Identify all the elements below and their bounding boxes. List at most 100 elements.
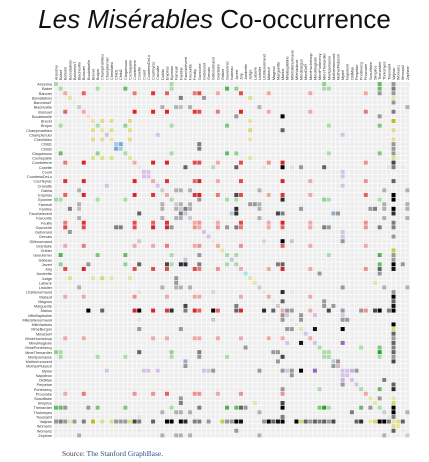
matrix-cell xyxy=(146,216,150,220)
matrix-cell xyxy=(54,258,58,262)
matrix-cell xyxy=(336,359,340,363)
matrix-cell xyxy=(146,373,150,377)
matrix-cell xyxy=(91,346,95,350)
matrix-cell xyxy=(387,258,391,262)
matrix-cell xyxy=(156,147,160,151)
matrix-cell xyxy=(86,309,90,313)
matrix-cell xyxy=(364,133,368,137)
matrix-cell xyxy=(396,165,400,169)
matrix-cell xyxy=(350,327,354,331)
matrix-cell xyxy=(299,174,303,178)
matrix-cell xyxy=(313,82,317,86)
matrix-cell xyxy=(68,332,72,336)
matrix-cell xyxy=(239,216,243,220)
matrix-cell xyxy=(234,142,238,146)
matrix-cell xyxy=(405,355,409,359)
matrix-cell xyxy=(197,82,201,86)
matrix-cell xyxy=(405,188,409,192)
matrix-cell xyxy=(308,87,312,91)
matrix-cell xyxy=(271,285,275,289)
matrix-cell xyxy=(193,346,197,350)
matrix-cell xyxy=(123,239,127,243)
matrix-cell xyxy=(193,82,197,86)
matrix-cell xyxy=(68,170,72,174)
matrix-cell xyxy=(193,281,197,285)
matrix-cell xyxy=(382,313,386,317)
matrix-cell xyxy=(114,151,118,155)
matrix-cell xyxy=(331,327,335,331)
matrix-cell xyxy=(405,225,409,229)
matrix-cell xyxy=(109,156,113,160)
matrix-cell xyxy=(271,193,275,197)
matrix-cell xyxy=(396,137,400,141)
matrix-cell xyxy=(193,290,197,294)
matrix-cell xyxy=(77,327,81,331)
matrix-cell xyxy=(170,114,174,118)
matrix-cell xyxy=(234,207,238,211)
matrix-cell xyxy=(142,216,146,220)
matrix-cell xyxy=(202,239,206,243)
matrix-cell xyxy=(382,235,386,239)
matrix-cell xyxy=(234,198,238,202)
matrix-cell xyxy=(331,346,335,350)
matrix-cell xyxy=(276,133,280,137)
matrix-cell xyxy=(220,350,224,354)
matrix-cell xyxy=(359,151,363,155)
matrix-cell xyxy=(396,239,400,243)
matrix-cell xyxy=(179,244,183,248)
matrix-cell xyxy=(336,341,340,345)
matrix-cell xyxy=(86,137,90,141)
matrix-cell xyxy=(170,336,174,340)
matrix-cell xyxy=(276,253,280,257)
matrix-cell xyxy=(331,184,335,188)
matrix-cell xyxy=(202,198,206,202)
matrix-cell xyxy=(355,82,359,86)
matrix-cell xyxy=(183,124,187,128)
matrix-cell xyxy=(396,82,400,86)
matrix-cell xyxy=(137,110,141,114)
matrix-cell xyxy=(142,161,146,165)
matrix-cell xyxy=(119,100,123,104)
matrix-cell xyxy=(401,313,405,317)
matrix-cell xyxy=(405,322,409,326)
matrix-cell xyxy=(359,179,363,183)
matrix-cell xyxy=(313,202,317,206)
matrix-cell xyxy=(253,258,257,262)
matrix-cell xyxy=(54,341,58,345)
matrix-cell xyxy=(225,378,229,382)
matrix-cell xyxy=(396,332,400,336)
matrix-cell xyxy=(174,253,178,257)
matrix-cell xyxy=(382,318,386,322)
matrix-cell xyxy=(105,322,109,326)
matrix-cell xyxy=(216,378,220,382)
matrix-cell xyxy=(392,369,396,373)
matrix-cell xyxy=(156,318,160,322)
matrix-cell xyxy=(202,96,206,100)
matrix-cell xyxy=(368,341,372,345)
matrix-cell xyxy=(54,290,58,294)
matrix-cell xyxy=(183,346,187,350)
matrix-cell xyxy=(151,87,155,91)
matrix-cell xyxy=(137,170,141,174)
matrix-cell xyxy=(54,198,58,202)
matrix-cell xyxy=(128,137,132,141)
matrix-cell xyxy=(146,267,150,271)
matrix-cell xyxy=(100,161,104,165)
matrix-cell xyxy=(54,202,58,206)
matrix-cell xyxy=(133,179,137,183)
matrix-cell xyxy=(244,151,248,155)
matrix-cell xyxy=(151,161,155,165)
matrix-cell xyxy=(207,239,211,243)
matrix-cell xyxy=(253,332,257,336)
matrix-cell xyxy=(368,110,372,114)
matrix-cell xyxy=(179,114,183,118)
matrix-cell xyxy=(197,124,201,128)
matrix-cell xyxy=(119,207,123,211)
matrix-cell xyxy=(234,105,238,109)
matrix-cell xyxy=(294,87,298,91)
matrix-cell xyxy=(341,369,345,373)
matrix-cell xyxy=(257,147,261,151)
matrix-cell xyxy=(313,276,317,280)
matrix-cell xyxy=(216,105,220,109)
matrix-cell xyxy=(401,124,405,128)
